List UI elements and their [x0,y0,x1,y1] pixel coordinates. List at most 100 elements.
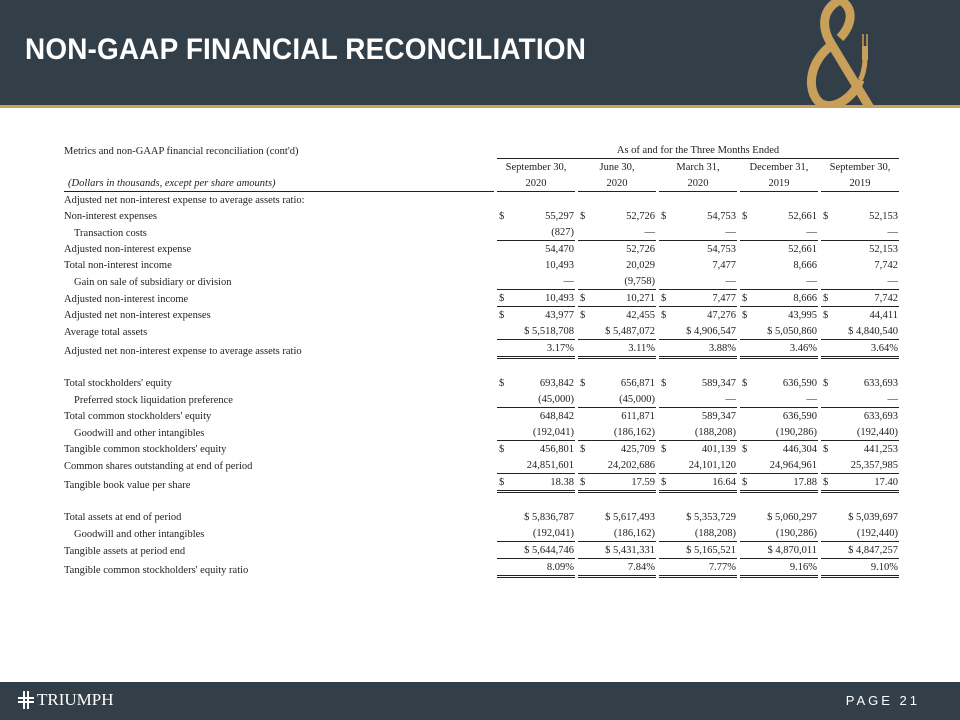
cell-value: 441,253 [863,444,898,455]
ampersand-plug-logo-icon [807,0,874,108]
column-year: 2019 [821,175,899,192]
value-cell: $ 4,840,540 [821,323,899,340]
cell-value: (186,162) [613,427,655,438]
cell-value: 43,995 [788,310,817,321]
cell-value: — [887,394,899,405]
value-cell: (188,208) [659,424,737,441]
cell-value: 52,661 [788,211,817,222]
value-cell: 648,842 [497,408,575,424]
cell-value: 7.77% [708,562,736,573]
value-cell: $54,753 [659,208,737,224]
table-row: Tangible book value per share $18.38 $17.5… [64,474,899,493]
cell-value: 47,276 [707,310,736,321]
row-label: Adjusted net non-interest expense to ave… [64,346,302,357]
value-cell: $52,661 [740,208,818,224]
row-label: Adjusted non-interest income [64,294,189,305]
table-row: Total assets at end of period $ 5,836,787… [64,509,899,525]
cell-value: 54,753 [707,244,736,255]
table-row: Common shares outstanding at end of peri… [64,457,899,474]
dollar-sign: $ [823,310,829,321]
value-cell: 9.16% [740,559,818,578]
cell-value: $ 5,353,729 [686,512,736,523]
dollar-sign: $ [823,378,829,389]
dollar-sign: $ [499,378,505,389]
value-cell: $656,871 [578,375,656,391]
value-cell: 54,753 [659,241,737,257]
cell-value: 589,347 [701,378,736,389]
value-cell: $44,411 [821,307,899,323]
value-cell: 20,029 [578,257,656,273]
column-month: September 30, [505,162,567,173]
table-row: Total common stockholders' equity 648,842… [64,408,899,424]
table-row: Adjusted non-interest expense 54,470 52,72… [64,241,899,257]
cell-value: — [806,227,818,238]
table-row: Adjusted net non-interest expense to ave… [64,192,899,208]
cell-value: 648,842 [539,411,574,422]
cell-value: (190,286) [775,528,817,539]
row-label: Goodwill and other intangibles [74,428,205,439]
value-cell [659,359,737,375]
cell-value: 52,153 [869,244,898,255]
value-cell: $43,977 [497,307,575,323]
dollar-sign: $ [661,378,667,389]
row-label: Goodwill and other intangibles [74,529,205,540]
dollar-sign: $ [580,310,586,321]
value-cell: $ 5,353,729 [659,509,737,525]
value-cell: (192,041) [497,424,575,441]
cell-value: 9.10% [870,562,898,573]
value-cell: 24,964,961 [740,457,818,474]
cell-value: 7,742 [874,260,898,271]
value-cell: $ 5,617,493 [578,509,656,525]
table-row: Total stockholders' equity $693,842 $656,8… [64,375,899,391]
cell-value: (9,758) [624,276,655,287]
column-year: 2020 [578,175,656,192]
dollar-sign: $ [580,477,586,488]
cell-value: $ 5,060,297 [767,512,817,523]
value-cell: $ 4,906,547 [659,323,737,340]
page-number: PAGE 21 [845,693,920,708]
cell-value: $ 5,644,746 [524,545,574,556]
row-label: Non-interest expenses [64,211,158,222]
cell-value: (190,286) [775,427,817,438]
brand-name: TRIUMPH [37,690,114,709]
table-row: Preferred stock liquidation preference (4… [64,391,899,408]
value-cell: $633,693 [821,375,899,391]
row-label: Total non-interest income [64,260,172,271]
value-cell: — [659,224,737,241]
table-row [64,493,899,509]
cell-value: 589,347 [701,411,736,422]
table-row: Goodwill and other intangibles (192,041) (… [64,424,899,441]
column-month: June 30, [599,162,635,173]
value-cell: (190,286) [740,525,818,542]
row-label: Gain on sale of subsidiary or division [74,277,232,288]
value-cell: 3.64% [821,340,899,359]
dollar-sign: $ [499,444,505,455]
value-cell: — [740,224,818,241]
value-cell: 24,101,120 [659,457,737,474]
value-cell: $17.40 [821,474,899,493]
table-row: Adjusted net non-interest expense to ave… [64,340,899,359]
cell-value: (45,000) [538,394,574,405]
value-cell: $ 4,847,257 [821,542,899,559]
cell-value: 24,202,686 [607,460,655,471]
value-cell: $ 5,060,297 [740,509,818,525]
value-cell [821,493,899,509]
value-cell: $16.64 [659,474,737,493]
table-row: Non-interest expenses $55,297 $52,726 $54,7… [64,208,899,224]
row-label: Tangible book value per share [64,480,191,491]
footer-bar: TRIUMPH PAGE 21 [0,682,960,720]
value-cell: (190,286) [740,424,818,441]
table-row: Tangible common stockholders' equity $456… [64,441,899,457]
cell-value: 52,726 [626,211,655,222]
cell-value: $ 5,431,331 [605,545,655,556]
dollar-sign: $ [499,310,505,321]
value-cell: $636,590 [740,375,818,391]
cell-value: $ 5,165,521 [686,545,736,556]
cell-value: 16.64 [712,477,736,488]
value-cell: 52,726 [578,241,656,257]
value-cell: (186,162) [578,424,656,441]
value-cell: 3.46% [740,340,818,359]
cell-value: 52,153 [869,211,898,222]
cell-value: 8,666 [793,293,817,304]
cell-value: 3.17% [546,343,574,354]
